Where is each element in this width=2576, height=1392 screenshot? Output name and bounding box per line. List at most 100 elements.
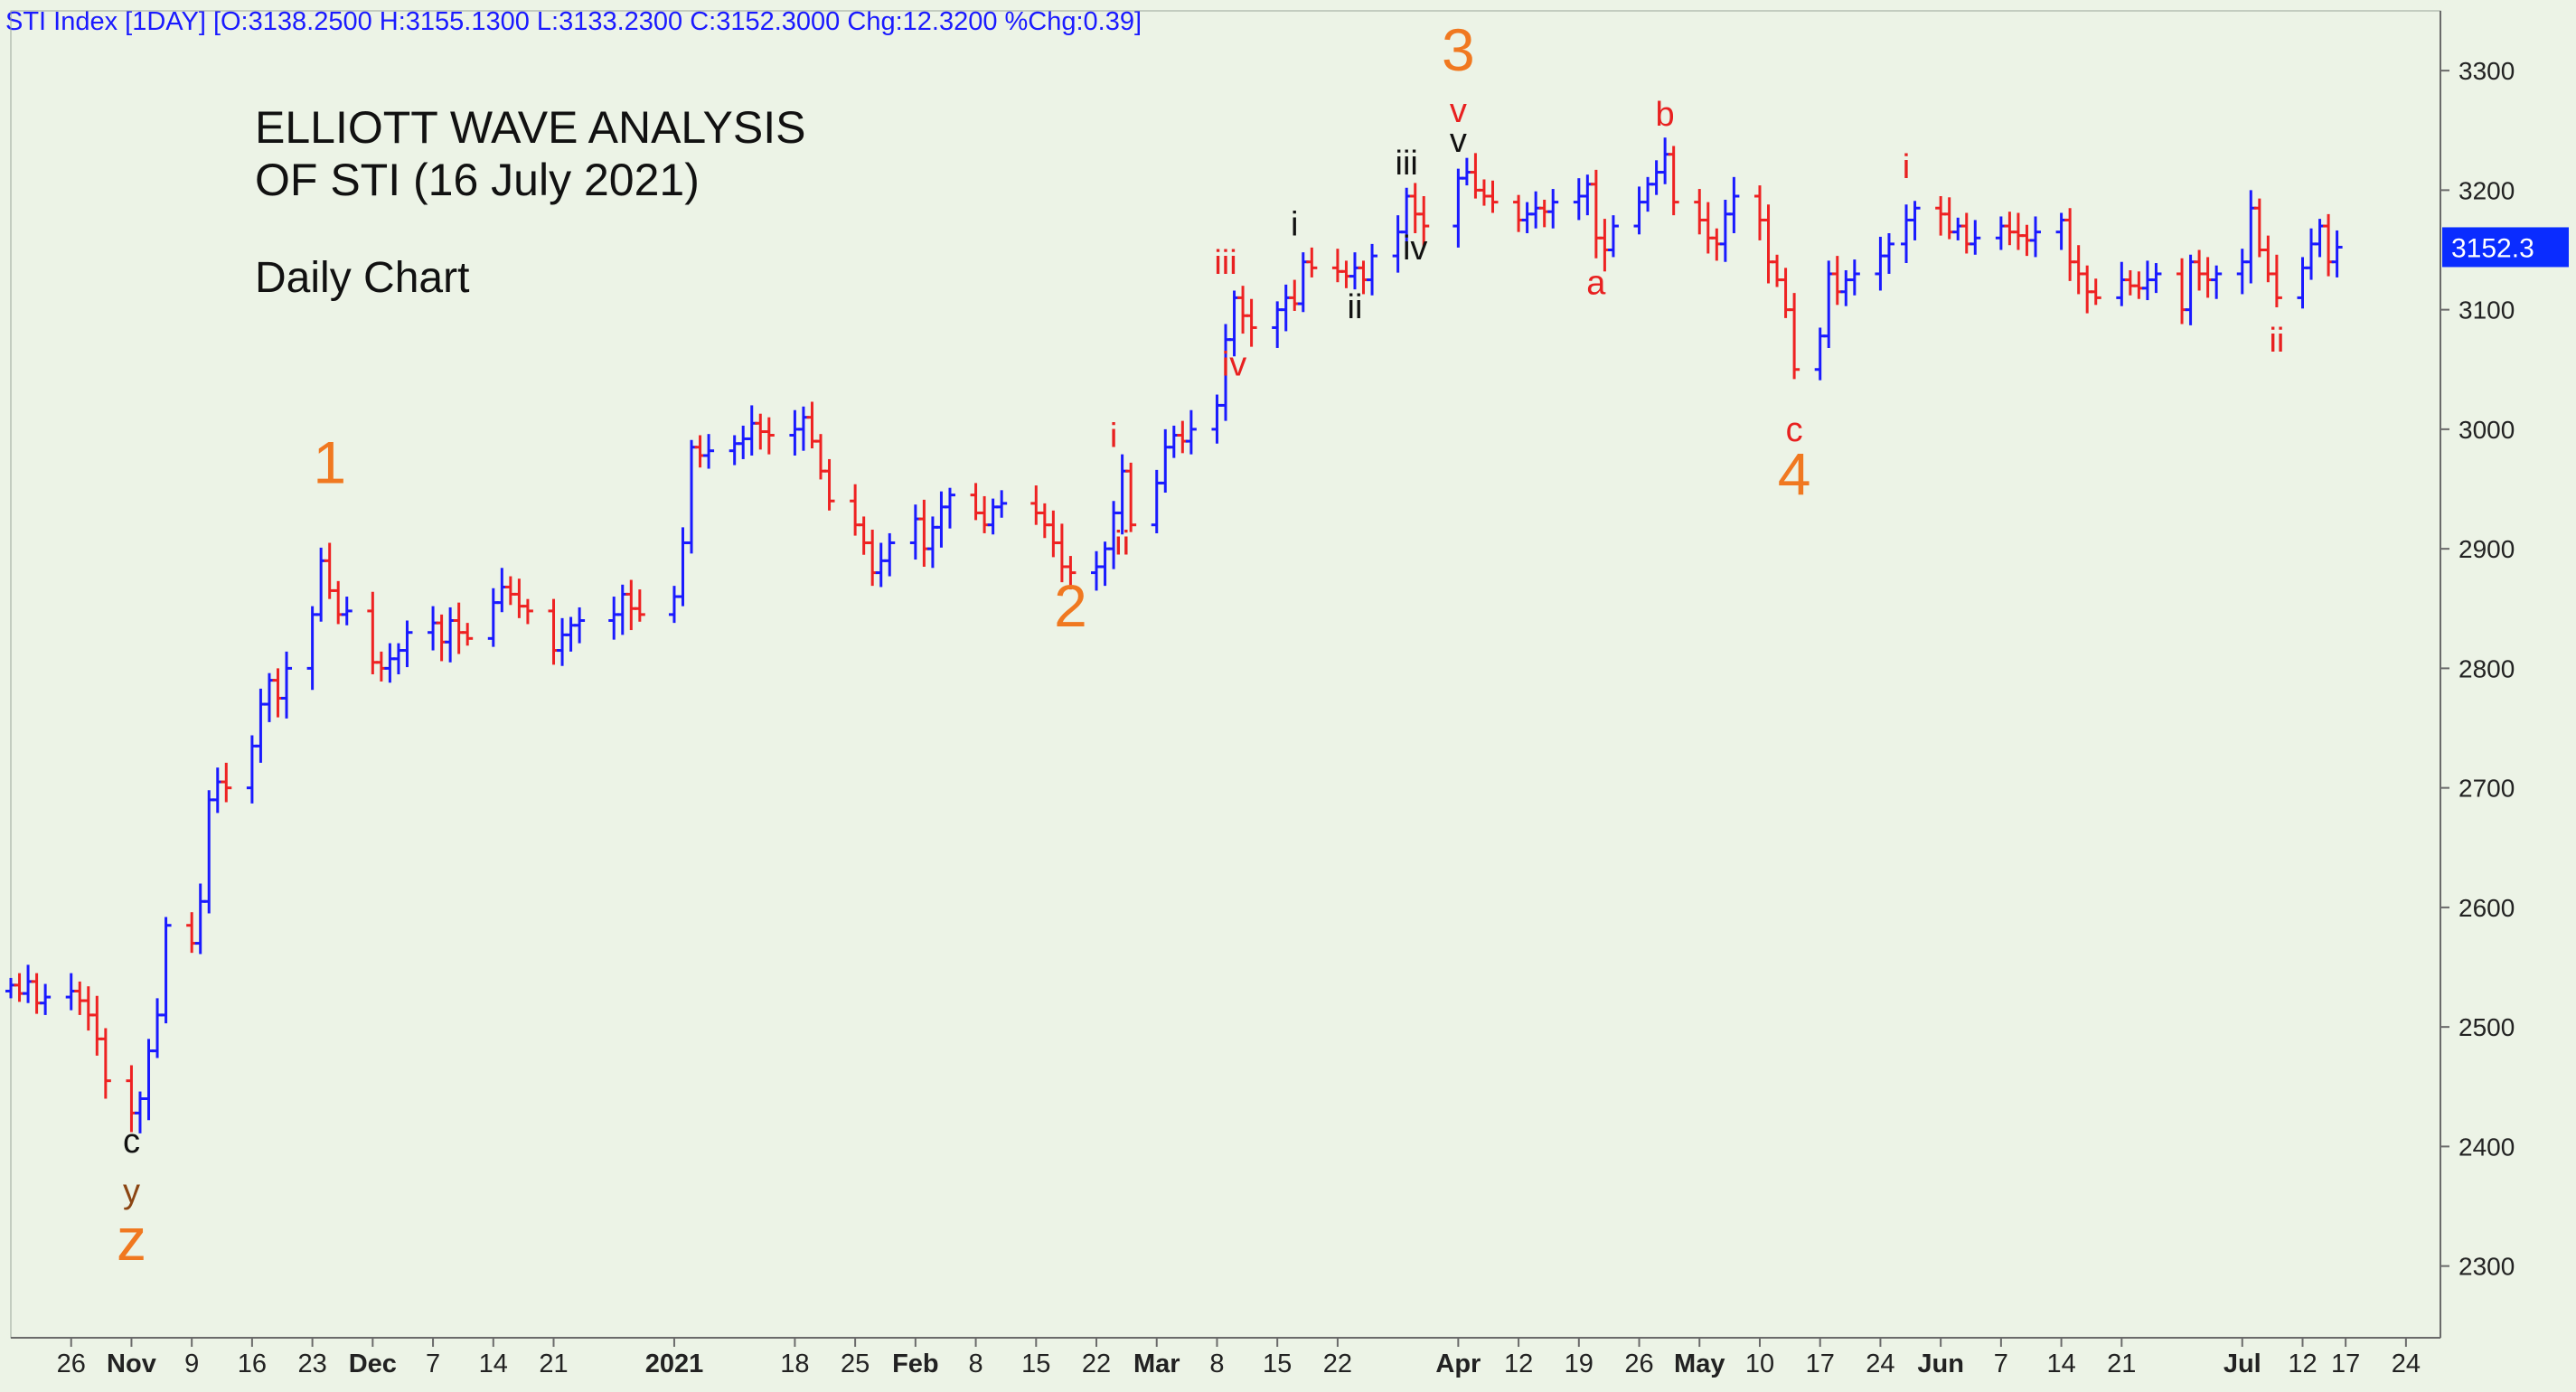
ohlc-bar (1237, 286, 1249, 334)
ohlc-bar (504, 576, 516, 606)
ohlc-bar (970, 483, 982, 521)
ohlc-bar (867, 529, 879, 587)
ohlc-bar (935, 491, 947, 548)
ohlc-bar (1306, 247, 1318, 277)
wave-label: y (123, 1173, 140, 1211)
ohlc-bar (2306, 228, 2317, 280)
ohlc-bar (1772, 254, 1783, 287)
ohlc-bar (99, 1028, 111, 1099)
ohlc-bar (2185, 254, 2196, 325)
ohlc-bar (1453, 168, 1464, 248)
ohlc-bar (2082, 265, 2093, 314)
x-tick-label: 23 (297, 1350, 326, 1378)
ohlc-bar (2012, 212, 2024, 250)
ohlc-bar (487, 588, 499, 647)
ohlc-bar (212, 767, 223, 814)
ohlc-bar (272, 668, 284, 718)
x-tick-label: 21 (539, 1350, 568, 1378)
price-grid (10, 10, 2441, 1339)
wave-label: 1 (313, 428, 346, 495)
x-tick-label: 17 (1806, 1350, 1835, 1378)
ohlc-bar (677, 527, 689, 607)
ohlc-bar (565, 616, 577, 652)
x-tick-label: 15 (1021, 1350, 1050, 1378)
ohlc-bar (797, 406, 809, 451)
ohlc-bar (686, 439, 698, 554)
ohlc-bar (875, 542, 887, 588)
ohlc-bar (625, 579, 637, 631)
y-tick-label: 2400 (2458, 1133, 2515, 1161)
ohlc-bar (1694, 189, 1706, 235)
ohlc-bar (1116, 454, 1128, 535)
ohlc-bar (1272, 301, 1283, 348)
ohlc-bar (944, 487, 955, 529)
x-tick-label: 9 (184, 1350, 199, 1378)
ohlc-bar (2253, 198, 2265, 258)
ohlc-bar (1521, 202, 1533, 233)
y-tick-label: 3100 (2458, 296, 2515, 324)
x-tick-label: Jun (1917, 1350, 1964, 1378)
ohlc-bar (384, 643, 396, 683)
ohlc-bar (82, 986, 94, 1031)
last-price-box (2442, 227, 2569, 268)
x-tick-label: 17 (2331, 1350, 2360, 1378)
ohlc-bar (392, 643, 404, 674)
ohlc-bar (14, 973, 25, 1002)
ohlc-bar (2194, 249, 2205, 291)
ohlc-bar (909, 504, 921, 560)
x-tick-label: 12 (2288, 1350, 2317, 1378)
ohlc-bar (1960, 212, 1972, 254)
ohlc-bar (746, 405, 757, 456)
wave-label: iv (1222, 345, 1246, 383)
ohlc-bar (1607, 215, 1619, 258)
ohlc-bar (2245, 190, 2257, 284)
chart-title-line-1: ELLIOTT WAVE ANALYSIS (255, 102, 806, 153)
ohlc-bar (23, 964, 34, 1003)
ohlc-bar (1883, 232, 1894, 274)
ohlc-bar (1642, 176, 1654, 212)
instrument-ohlc-header: STI Index [1DAY] [O:3138.2500 H:3155.130… (5, 7, 1142, 36)
ohlc-bar (1840, 269, 1852, 306)
x-tick-label: 26 (1624, 1350, 1653, 1378)
x-tick-label: 19 (1565, 1350, 1594, 1378)
ohlc-bar (496, 568, 508, 613)
ohlc-bar (1409, 183, 1421, 233)
wave-label: v (1450, 122, 1467, 160)
wave-label: i (1291, 206, 1298, 244)
ohlc-bar (1659, 137, 1671, 184)
x-tick-label: 2021 (645, 1350, 704, 1378)
ohlc-bar (918, 499, 930, 567)
ohlc-bar (996, 490, 1008, 518)
ohlc-bar (1340, 260, 1352, 288)
x-tick-label: 22 (1082, 1350, 1111, 1378)
x-tick-label: 8 (1209, 1350, 1224, 1378)
ohlc-bar (979, 495, 991, 533)
ohlc-bar (1478, 179, 1490, 206)
ohlc-bar (152, 998, 164, 1058)
ohlc-bar (2055, 212, 2067, 250)
ohlc-bar (306, 606, 318, 691)
ohlc-bar (2323, 213, 2335, 277)
y-tick-label: 2900 (2458, 535, 2515, 563)
ohlc-bar (453, 602, 465, 654)
ohlc-bar (1160, 428, 1171, 493)
ohlc-bar (823, 458, 835, 511)
ohlc-bar (1065, 556, 1076, 590)
x-tick-label: 25 (841, 1350, 870, 1378)
ohlc-bar (315, 547, 327, 622)
ohlc-bar (574, 607, 586, 644)
ohlc-bar (608, 597, 620, 640)
last-price-label: 3152.3 (2451, 233, 2534, 263)
x-tick-label: Jul (2223, 1350, 2261, 1378)
x-tick-label: 24 (1866, 1350, 1894, 1378)
wave-label: iv (1403, 230, 1427, 268)
ohlc-bar (2176, 258, 2188, 324)
ohlc-bar (401, 620, 413, 668)
axes: 2300 2400 2500 2600 2700 2800 2900 3000 3100 3200… (11, 11, 2569, 1378)
ohlc-bar (2297, 257, 2308, 309)
chart-subtitle: Daily Chart (255, 254, 470, 302)
ohlc-bar (1719, 199, 1731, 262)
x-tick-label: 24 (2392, 1350, 2421, 1378)
